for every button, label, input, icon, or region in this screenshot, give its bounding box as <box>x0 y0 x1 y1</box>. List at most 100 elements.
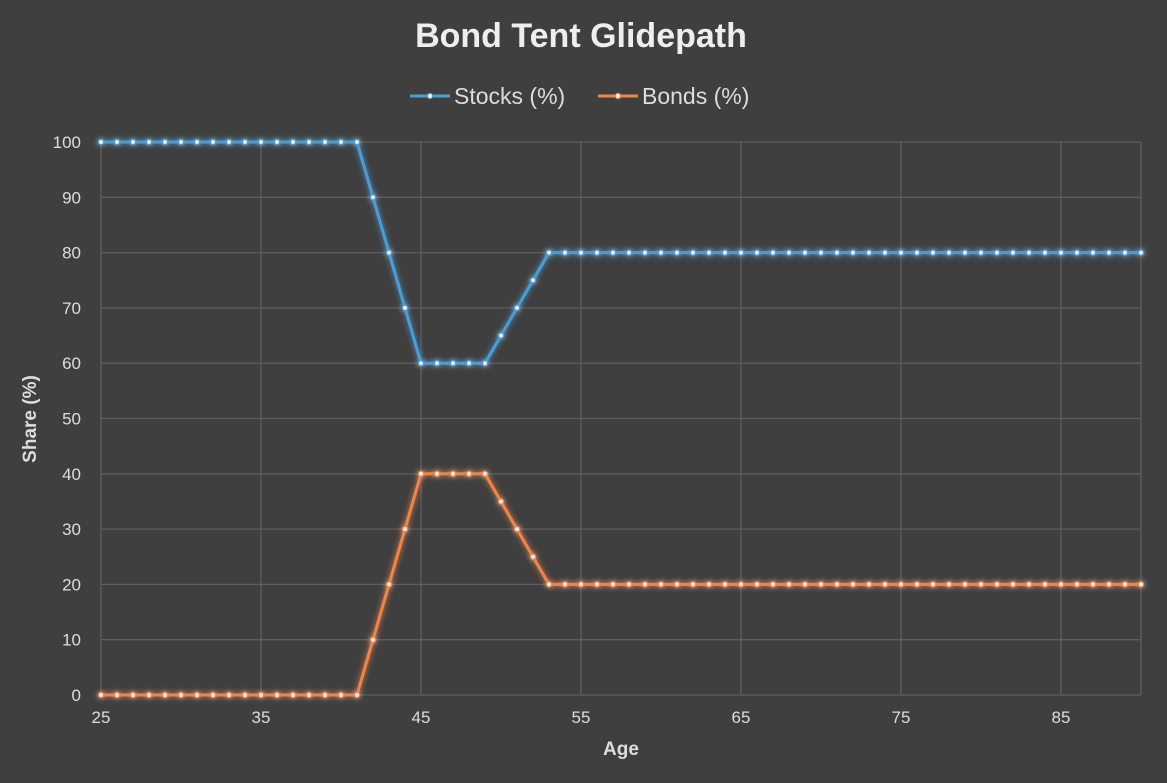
data-point-stocks <box>289 138 297 146</box>
data-point-stocks <box>1121 249 1129 256</box>
legend-marker <box>614 92 622 100</box>
data-point-stocks <box>433 360 441 367</box>
data-point-stocks <box>593 249 601 256</box>
data-point-bonds <box>161 691 169 699</box>
y-tick-labels: 0 10 20 30 40 50 60 70 80 90 100 <box>53 133 81 705</box>
data-point-stocks <box>545 249 553 256</box>
data-point-bonds <box>113 691 121 699</box>
data-point-bonds <box>737 581 745 588</box>
data-point-bonds <box>209 691 217 699</box>
data-point-bonds <box>145 691 153 699</box>
y-axis-title: Share (%) <box>20 375 41 463</box>
data-point-stocks <box>97 138 105 146</box>
data-point-bonds <box>561 581 569 588</box>
data-point-stocks <box>865 249 873 256</box>
data-point-bonds <box>449 470 457 477</box>
data-point-stocks <box>753 249 761 256</box>
data-point-stocks <box>1089 249 1097 256</box>
data-point-bonds <box>417 470 425 477</box>
data-point-stocks <box>225 138 233 146</box>
data-point-bonds <box>977 581 985 588</box>
data-point-stocks <box>817 249 825 256</box>
data-point-stocks <box>209 138 217 146</box>
data-point-stocks <box>465 360 473 367</box>
data-point-stocks <box>945 249 953 256</box>
data-point-bonds <box>1073 581 1081 588</box>
x-axis-title: Age <box>603 739 639 760</box>
data-point-bonds <box>241 691 249 699</box>
data-point-bonds <box>865 581 873 588</box>
data-point-bonds <box>481 470 489 477</box>
series-stocks <box>97 138 1145 367</box>
data-point-stocks <box>449 360 457 367</box>
data-point-stocks <box>849 249 857 256</box>
data-point-bonds <box>257 691 265 699</box>
data-point-stocks <box>625 249 633 256</box>
y-tick-label: 20 <box>62 575 81 594</box>
data-point-stocks <box>977 249 985 256</box>
data-point-bonds <box>433 470 441 477</box>
data-point-stocks <box>913 249 921 256</box>
y-tick-label: 0 <box>72 686 81 705</box>
data-point-stocks <box>961 249 969 256</box>
data-point-bonds <box>609 581 617 588</box>
data-point-stocks <box>369 194 377 201</box>
x-tick-label: 25 <box>92 708 111 727</box>
data-point-bonds <box>529 553 537 560</box>
data-point-stocks <box>785 249 793 256</box>
data-point-stocks <box>529 277 537 284</box>
data-point-stocks <box>257 138 265 146</box>
data-point-bonds <box>593 581 601 588</box>
data-point-bonds <box>225 691 233 699</box>
chart-title: Bond Tent Glidepath <box>415 17 747 55</box>
y-tick-label: 100 <box>53 133 81 152</box>
data-point-bonds <box>1089 581 1097 588</box>
data-point-stocks <box>993 249 1001 256</box>
legend-marker <box>426 92 434 100</box>
data-point-stocks <box>1025 249 1033 256</box>
data-point-bonds <box>465 470 473 477</box>
data-point-stocks <box>193 138 201 146</box>
data-point-bonds <box>817 581 825 588</box>
data-point-bonds <box>721 581 729 588</box>
data-point-bonds <box>657 581 665 588</box>
data-point-stocks <box>1041 249 1049 256</box>
y-tick-label: 30 <box>62 520 81 539</box>
data-point-stocks <box>721 249 729 256</box>
data-point-stocks <box>833 249 841 256</box>
data-point-stocks <box>737 249 745 256</box>
data-point-stocks <box>241 138 249 146</box>
data-point-bonds <box>305 691 313 699</box>
gridlines <box>100 141 1142 696</box>
data-point-bonds <box>273 691 281 699</box>
data-point-stocks <box>401 304 409 312</box>
x-tick-label: 55 <box>572 708 591 727</box>
data-point-bonds <box>913 581 921 588</box>
data-point-stocks <box>113 138 121 146</box>
data-point-bonds <box>193 691 201 699</box>
x-tick-label: 45 <box>412 708 431 727</box>
data-point-bonds <box>769 581 777 588</box>
data-point-bonds <box>673 581 681 588</box>
data-point-bonds <box>1105 581 1113 588</box>
x-tick-label: 75 <box>892 708 911 727</box>
data-point-bonds <box>1057 581 1065 588</box>
data-point-bonds <box>289 691 297 699</box>
data-point-stocks <box>881 249 889 256</box>
data-point-stocks <box>337 138 345 146</box>
y-tick-label: 50 <box>62 410 81 429</box>
data-point-stocks <box>1057 249 1065 256</box>
data-point-stocks <box>929 249 937 256</box>
data-point-stocks <box>609 249 617 256</box>
data-point-bonds <box>97 691 105 699</box>
data-point-stocks <box>673 249 681 256</box>
data-point-stocks <box>577 249 585 256</box>
data-point-bonds <box>881 581 889 588</box>
legend-label: Stocks (%) <box>454 83 565 109</box>
data-point-bonds <box>833 581 841 588</box>
data-point-stocks <box>769 249 777 256</box>
legend-item-stocks: Stocks (%) <box>410 83 565 109</box>
data-point-stocks <box>497 332 505 339</box>
data-point-stocks <box>689 249 697 256</box>
data-point-bonds <box>1025 581 1033 588</box>
